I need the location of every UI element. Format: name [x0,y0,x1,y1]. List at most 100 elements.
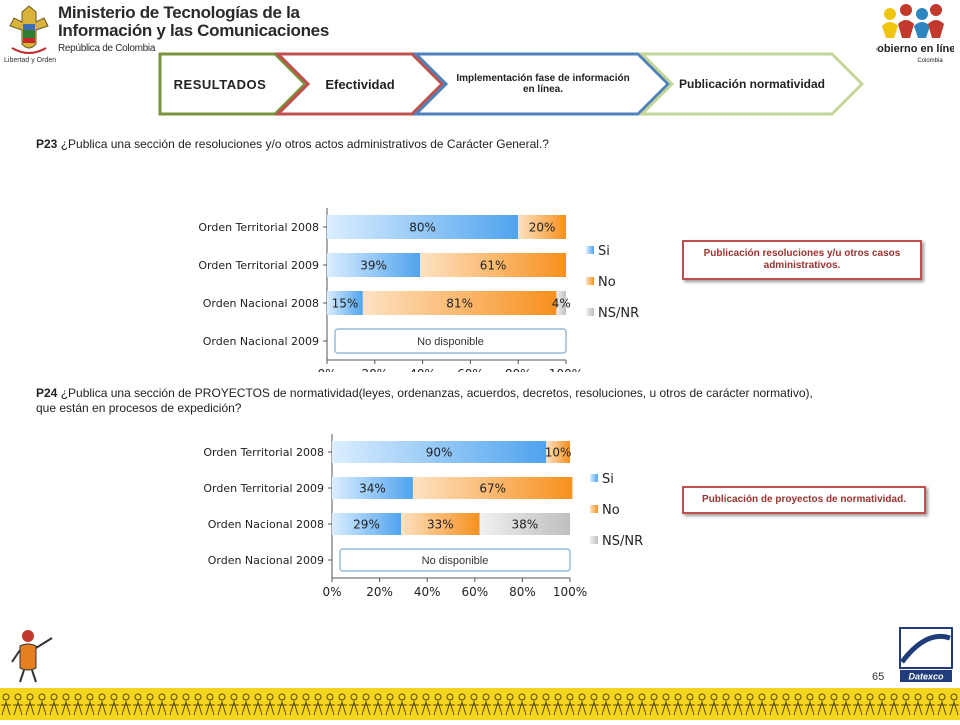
footer-figure-icon [61,693,71,716]
footer-figure-icon [169,693,179,716]
question-number: P24 [36,386,58,400]
legend-swatch [586,308,594,316]
category-label: Orden Nacional 2008 [208,518,324,531]
footer-figure-icon [277,693,287,716]
footer-figure-icon [109,693,119,716]
legend-swatch [590,474,598,482]
footer-figure-icon [805,693,815,716]
footer-figure-icon [229,693,239,716]
x-tick-label: 80% [509,585,536,599]
footer-figure-icon [553,693,563,716]
data-label: 10% [545,446,572,460]
x-tick-label: 40% [409,367,436,372]
footer-figure-icon [397,693,407,716]
legend-swatch [590,536,598,544]
footer-figure-icon [769,693,779,716]
footer-figure-icon [133,693,143,716]
data-label: 67% [479,482,506,496]
category-label: Orden Territorial 2008 [203,446,324,459]
footer-figure-icon [37,693,47,716]
ministry-line-1: Ministerio de Tecnologías de la [58,3,300,22]
data-label: 81% [446,297,473,311]
x-tick-label: 20% [366,585,393,599]
bar-si-segment [327,215,519,239]
footer-figure-icon [901,693,911,716]
datexco-text: Datexco [908,672,944,682]
footer-figure-icon [661,693,671,716]
question-text: ¿Publica una sección de resoluciones y/o… [60,137,549,151]
category-label: Orden Territorial 2008 [198,221,319,234]
x-tick-label: 100% [553,585,587,599]
footer-figure-icon [241,693,251,716]
tab-publicacion-normatividad[interactable]: Publicación normatividad [678,77,826,91]
footer-figure-icon [313,693,323,716]
footer-figure-icon [829,693,839,716]
footer-figure-icon [697,693,707,716]
footer-figure-icon [649,693,659,716]
bar-si-segment [332,513,402,535]
footer-figure-icon [841,693,851,716]
bar-si-segment [332,477,413,499]
footer-figure-icon [505,693,515,716]
person-icon [11,630,53,683]
gel-logo-text: Gobierno en línea [876,43,954,55]
tab-efectividad[interactable]: Efectividad [325,76,395,92]
footer-figure-icon [481,693,491,716]
gobierno-en-linea-logo: Gobierno en línea Colombia [876,4,954,64]
legend-label: Si [602,472,614,487]
footer-figure-icon [673,693,683,716]
footer-figure-icon [925,693,935,716]
note-p24: Publicación de proyectos de normatividad… [682,486,926,514]
question-p23: P23 ¿Publica una sección de resoluciones… [36,137,816,152]
data-label: 20% [529,221,556,235]
footer-figure-icon [1,693,11,716]
data-label: 38% [511,518,538,532]
footer-figure-icon [433,693,443,716]
footer-figure-icon [565,693,575,716]
footer-figure-icon [73,693,83,716]
footer-figure-icon [685,693,695,716]
data-label: 80% [409,221,436,235]
bar-no-segment [362,291,557,315]
category-label: Orden Nacional 2009 [208,554,324,567]
gel-logo-country: Colombia [917,58,943,64]
footer-figure-icon [913,693,923,716]
legend-label: Si [598,244,610,259]
bar-no-segment [420,253,566,277]
data-label: 33% [427,518,454,532]
ministry-title: Ministerio de Tecnologías de la Informac… [58,4,329,58]
footer-figure-icon [541,693,551,716]
note-p23: Publicación resoluciones y/u otros casos… [682,240,922,280]
footer-figure-icon [217,693,227,716]
nav-chevrons [158,52,865,116]
footer-figure-icon [865,693,875,716]
bar-si-segment [332,441,547,463]
footer-figure-icon [949,693,959,716]
bar-nsnr-segment [556,291,566,315]
footer-figure-icon [361,693,371,716]
footer-figure-icon [121,693,131,716]
footer-figure-icon [637,693,647,716]
tab-implementacion[interactable]: Implementación fase de información en lí… [456,73,630,95]
data-label: 34% [359,482,386,496]
chart-p24: 0% 20% 40% 60% 80% 100% Orden Territorial 2008… [203,434,643,599]
footer-figure-icon [937,693,947,716]
category-label: Orden Nacional 2009 [203,335,319,348]
bar-no-segment [546,441,570,463]
x-tick-label: 60% [461,585,488,599]
tab-resultados[interactable]: RESULTADOS [173,76,267,92]
chart-p23: 0% 20% 40% 60% 80% 100% Orden Territorial 2008… [198,208,639,372]
category-label: Orden Nacional 2008 [203,297,319,310]
footer-figure-icon [457,693,467,716]
footer-figure-icon [589,693,599,716]
x-tick-label: 20% [361,367,388,372]
bar-no-segment [518,215,566,239]
footer-figure-icon [613,693,623,716]
x-tick-label: 0% [317,367,336,372]
footer-figure-icon [601,693,611,716]
no-disponible-label: No disponible [422,555,489,567]
footer-figure-icon [49,693,59,716]
legend-label: No [602,503,620,518]
x-tick-label: 80% [505,367,532,372]
legend-label: NS/NR [602,534,643,549]
